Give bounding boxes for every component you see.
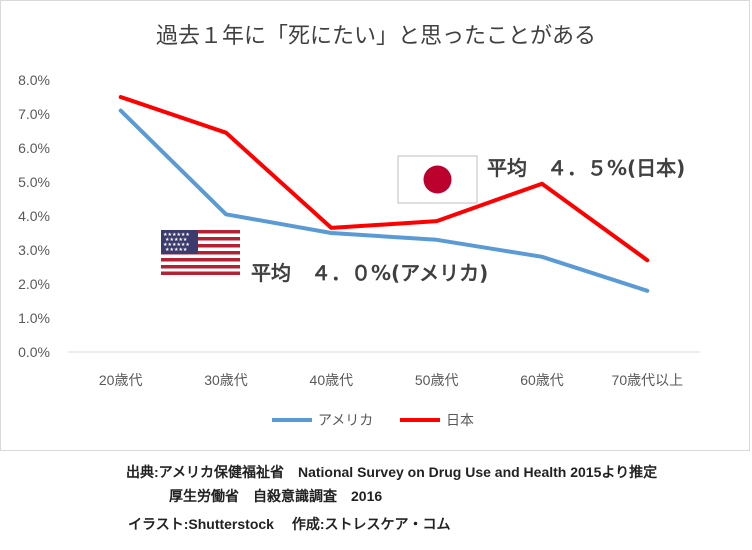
- svg-text:★★★★★: ★★★★★: [165, 237, 188, 243]
- series-line: [118, 108, 650, 293]
- legend-label: アメリカ: [318, 413, 373, 429]
- svg-text:★★★★★★: ★★★★★★: [163, 232, 190, 238]
- x-tick-label: 20歳代: [99, 372, 143, 388]
- legend-label: 日本: [446, 413, 474, 429]
- source-line-2: 厚生労働省 自殺意識調査 2016: [169, 488, 383, 504]
- y-tick-label: 0.0%: [18, 344, 50, 360]
- x-tick-label: 40歳代: [310, 372, 354, 388]
- y-tick-label: 6.0%: [18, 140, 50, 156]
- x-tick-label: 60歳代: [520, 372, 564, 388]
- y-tick-label: 2.0%: [18, 276, 50, 292]
- series-line: [118, 95, 650, 263]
- legend: アメリカ 日本: [272, 413, 474, 429]
- series-layer: [118, 95, 650, 293]
- y-tick-label: 8.0%: [18, 72, 50, 88]
- y-tick-label: 3.0%: [18, 242, 50, 258]
- x-tick-label: 50歳代: [415, 372, 459, 388]
- japan-flag-icon: [397, 155, 478, 204]
- source-line-1: 出典:アメリカ保健福祉省 National Survey on Drug Use…: [126, 464, 658, 480]
- y-tick-label: 7.0%: [18, 106, 50, 122]
- y-tick-label: 4.0%: [18, 208, 50, 224]
- us-flag-icon: ★★★★★★ ★★★★★ ★★★★★★ ★★★★★: [161, 230, 240, 275]
- y-axis: 0.0% 1.0% 2.0% 3.0% 4.0% 5.0% 6.0% 7.0% 8.0%: [18, 72, 50, 360]
- svg-text:★★★★★★: ★★★★★★: [163, 242, 190, 248]
- japan-average-label: 平均 ４．５%(日本): [487, 156, 686, 180]
- x-tick-label: 70歳代以上: [612, 372, 684, 388]
- svg-text:★★★★★: ★★★★★: [165, 247, 188, 253]
- chart-svg: 0.0% 1.0% 2.0% 3.0% 4.0% 5.0% 6.0% 7.0% 8.0% 20歳…: [18, 72, 700, 429]
- y-tick-label: 5.0%: [18, 174, 50, 190]
- us-average-label: 平均 ４．０%(アメリカ): [251, 261, 489, 285]
- x-axis: 20歳代 30歳代 40歳代 50歳代 60歳代 70歳代以上: [99, 372, 683, 388]
- credit-line: イラスト:Shutterstock 作成:ストレスケア・コム: [128, 516, 451, 532]
- y-tick-label: 1.0%: [18, 310, 50, 326]
- x-tick-label: 30歳代: [204, 372, 248, 388]
- chart-title: 過去１年に「死にたい」と思ったことがある: [155, 24, 596, 49]
